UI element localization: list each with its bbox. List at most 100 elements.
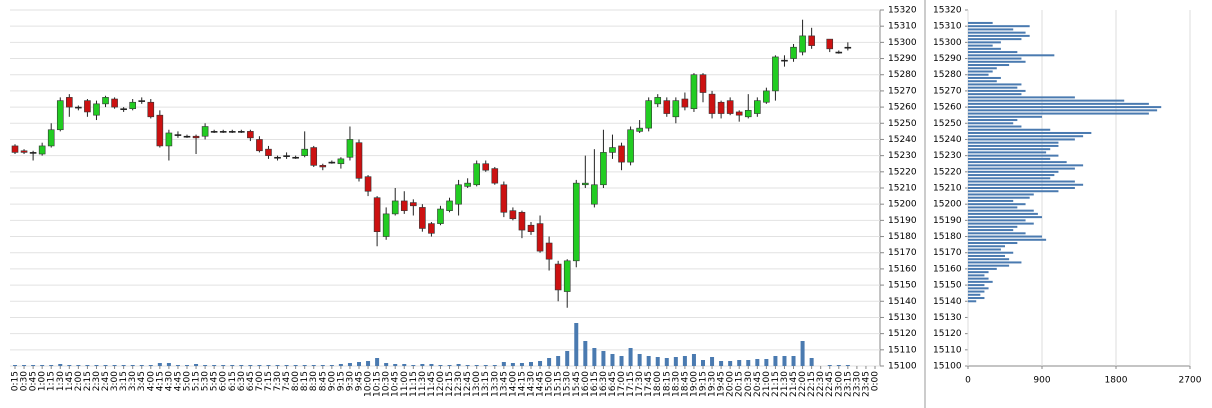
x-tick-label: 17:00: [617, 371, 627, 397]
y-tick-label: 15200: [933, 200, 962, 210]
profile-bar: [968, 167, 1075, 170]
y-tick-label: 15190: [888, 216, 917, 226]
volume-bar: [764, 359, 769, 366]
y-tick-label: 15280: [888, 70, 917, 80]
volume-bar: [257, 365, 262, 366]
volume-bar: [94, 365, 99, 366]
candle-body: [84, 100, 91, 113]
x-tick-label: 4:45: [173, 371, 183, 391]
x-tick-label: 5:00: [183, 371, 193, 391]
y-tick-label: 15170: [888, 248, 917, 258]
candle-body: [446, 200, 453, 211]
volume-bar: [538, 361, 543, 366]
x-tick-label: 1:30: [56, 371, 66, 391]
candle-body: [219, 131, 227, 133]
volume-bar: [40, 365, 45, 366]
candle-body: [201, 126, 209, 137]
x-tick-label: 16:00: [581, 371, 591, 397]
profile-bar: [968, 119, 1018, 122]
volume-bar: [148, 365, 153, 366]
y-tick-label: 15310: [888, 22, 917, 32]
profile-bar: [968, 267, 997, 270]
x-tick-label: 18:45: [680, 371, 690, 397]
x-tick-label: 9:30: [345, 371, 355, 391]
volume-bar: [103, 365, 108, 366]
candle-body: [165, 132, 173, 147]
candle-body: [582, 182, 589, 186]
candle-body: [138, 100, 146, 102]
candle-body: [826, 38, 834, 50]
volume-bar: [574, 323, 579, 366]
volume-bar: [31, 365, 36, 366]
volume-bar: [22, 365, 27, 366]
candle-body: [111, 98, 118, 108]
candle-body: [210, 131, 218, 133]
x-tick-label: 14:00: [508, 371, 518, 397]
volume-bar: [347, 363, 352, 366]
volume-bar: [438, 365, 443, 366]
y-tick-label: 15130: [888, 313, 917, 323]
profile-bar: [968, 31, 1026, 34]
profile-bar: [968, 238, 1047, 241]
profile-bar: [968, 131, 1092, 134]
y-tick-label: 15190: [933, 216, 962, 226]
profile-bar: [968, 161, 1067, 164]
profile-bar: [968, 235, 1042, 238]
x-tick-label: 3:30: [128, 371, 138, 391]
profile-bar: [968, 112, 1149, 115]
profile-bar: [968, 125, 1022, 128]
x-tick-label: 19:30: [708, 371, 718, 397]
x-tick-label: 23:00: [834, 371, 844, 397]
x-tick-label: 7:15: [264, 371, 274, 391]
y-tick-label: 15110: [933, 345, 962, 355]
profile-bar: [968, 190, 1059, 193]
volume-bar: [809, 358, 814, 366]
profile-bar: [968, 106, 1162, 109]
y-tick-label: 15150: [888, 281, 917, 291]
volume-bar: [610, 354, 615, 366]
x-tick-label: 1800: [1105, 376, 1128, 386]
volume-bar: [519, 363, 524, 366]
volume-bar: [357, 362, 361, 366]
candle-body: [636, 127, 643, 132]
volume-bar: [221, 365, 226, 366]
volume-bar: [782, 356, 787, 366]
x-tick-label: 9:45: [355, 371, 365, 391]
x-tick-label: 23:30: [852, 371, 862, 397]
x-tick-label: 1:00: [38, 371, 48, 391]
profile-bar: [968, 135, 1084, 138]
candle-body: [292, 156, 299, 159]
x-tick-label: 8:00: [291, 371, 301, 391]
x-tick-label: 5:45: [210, 371, 220, 391]
y-tick-label: 15160: [888, 264, 917, 274]
volume-bar: [76, 365, 81, 366]
y-tick-label: 15220: [888, 167, 917, 177]
volume-bar: [619, 356, 624, 366]
volume-bar: [393, 364, 398, 366]
volume-bar: [664, 358, 669, 366]
x-tick-label: 17:15: [626, 371, 636, 397]
candle-body: [238, 131, 245, 133]
profile-bar: [968, 203, 1026, 206]
x-tick-label: 9:15: [336, 371, 346, 391]
profile-bar: [968, 102, 1149, 105]
volume-bar: [320, 365, 325, 366]
candle-body: [75, 106, 82, 109]
candle-body: [536, 223, 544, 252]
x-tick-label: 17:45: [644, 371, 654, 397]
volume-bar: [375, 358, 380, 366]
y-tick-label: 15270: [888, 86, 917, 96]
candle-body: [464, 182, 471, 187]
profile-bar: [968, 297, 985, 300]
profile-bar: [968, 157, 1051, 160]
x-tick-label: 0:00: [871, 371, 881, 391]
x-tick-label: 6:45: [246, 371, 256, 391]
y-tick-label: 15110: [888, 345, 917, 355]
x-tick-label: 13:15: [481, 371, 491, 397]
y-tick-label: 15120: [933, 329, 962, 339]
candle-body: [328, 161, 336, 164]
volume-bar: [121, 365, 126, 366]
profile-bar: [968, 290, 985, 293]
x-tick-label: 11:00: [400, 371, 410, 397]
